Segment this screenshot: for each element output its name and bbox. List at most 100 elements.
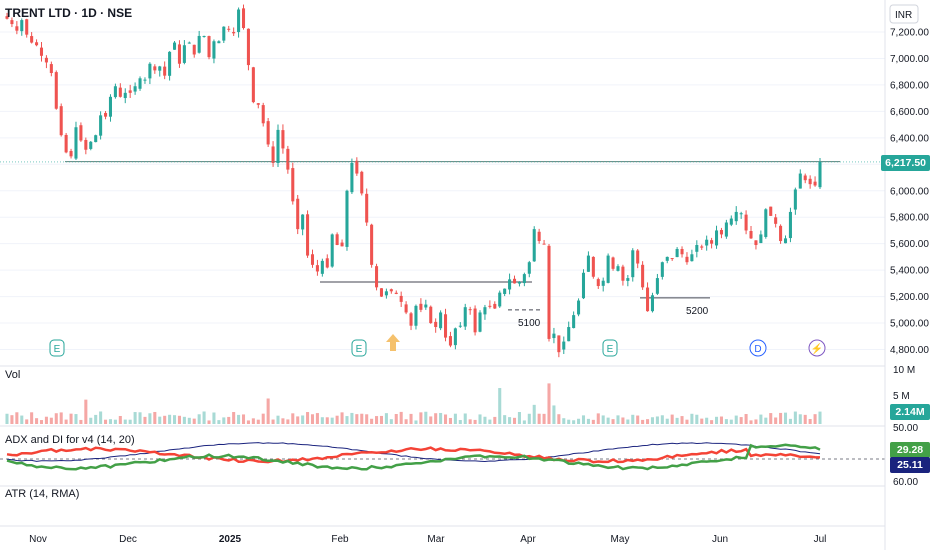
candle-body [227,28,231,30]
candle-body [330,234,334,267]
earnings-marker [602,339,618,357]
volume-bar [463,413,467,424]
candle-body [468,309,472,311]
volume-bar [163,415,167,424]
volume-bar [315,413,319,424]
adx-line [6,442,821,463]
candle-body [30,36,34,43]
candle-body [197,35,201,53]
symbol-title[interactable]: TRENT LTD · 1D · NSE [5,6,133,20]
candle-body [350,162,354,193]
time-tick-label: 2025 [219,534,242,545]
candle-body [399,295,403,302]
price-axis[interactable]: 7,200.00 7,000.00 6,800.00 6,600.00 6,400.00… [884,0,929,550]
candle-body [710,240,714,244]
candle-body [646,287,650,312]
volume-bar [577,418,581,424]
candle-body [724,222,728,237]
volume-bar [350,412,354,424]
candle-body [788,211,792,239]
volume-bar [370,418,374,424]
level-label: 5100 [518,318,541,329]
candlestick-series [0,4,885,358]
volume-bar [128,419,132,424]
volume-bar [714,416,719,424]
volume-bar [365,414,369,424]
volume-bar [306,412,310,424]
volume-bar [793,411,797,424]
volume-tick-label: 10 M [893,365,915,376]
volume-bar [749,420,753,424]
volume-bar [601,415,605,424]
volume-bar [626,419,630,424]
volume-bar [705,417,709,424]
volume-bar [641,419,645,424]
candle-body [271,146,275,163]
volume-bar [567,419,571,424]
volume-bar [39,420,44,424]
volume-bar [104,419,108,424]
candle-body [690,254,694,262]
candle-body [503,288,507,294]
split-marker [808,339,826,357]
candle-body [508,279,512,290]
candle-body [360,171,364,194]
candle-body [675,248,679,258]
volume-bar [54,413,58,424]
volume-bar [783,412,788,424]
adx-tick-label: 60.00 [893,477,918,488]
candle-body [655,278,659,294]
volume-bar [581,415,586,424]
volume-bar [15,412,19,424]
volume-bar [360,413,364,424]
candle-body [419,303,423,310]
volume-bar [301,415,305,424]
volume-bar [443,414,448,424]
candle-body [680,248,684,255]
candle-body [498,292,502,307]
dividend-marker [749,339,767,357]
volume-bar [734,415,738,424]
candle-body [754,240,758,246]
volume-bar [10,415,14,424]
volume-bar [557,414,561,424]
volume-bar [286,419,290,424]
event-markers[interactable]: E E E D ⚡ [49,334,826,357]
candle-body [113,86,117,98]
time-axis[interactable]: Nov Dec 2025 Feb Mar Apr May Jun Jul [0,525,885,545]
volume-bar [680,416,684,424]
di-plus-last-tag: 29.28 [890,442,930,458]
volume-bar [414,420,418,424]
candle-body [522,274,526,284]
candle-body [537,231,541,242]
candle-body [345,190,349,247]
volume-bar [84,399,88,424]
volume-bar [439,412,443,424]
volume-bar [739,417,743,424]
price-tick-label: 7,000.00 [890,54,929,65]
time-tick-label: Jul [814,534,827,545]
event-marker-label: ⚡ [811,342,823,355]
candle-body [172,42,177,50]
volume-bar [754,419,758,424]
volume-bar [424,411,428,424]
price-tick-label: 5,600.00 [890,239,929,250]
candle-body [192,44,196,55]
candle-body [69,150,73,157]
volume-bar [202,411,206,424]
volume-bar [631,414,635,424]
candle-body [567,327,571,342]
candle-body [596,279,600,287]
candle-body [424,304,428,308]
volume-bar [517,412,521,424]
candle-body [803,175,807,181]
candle-body [714,230,719,246]
volume-bar [724,419,728,424]
volume-bar [611,419,615,424]
candle-body [79,125,83,141]
candle-body [779,225,783,242]
volume-bar [453,413,457,424]
candle-body [212,41,216,59]
candle-body [389,289,393,292]
